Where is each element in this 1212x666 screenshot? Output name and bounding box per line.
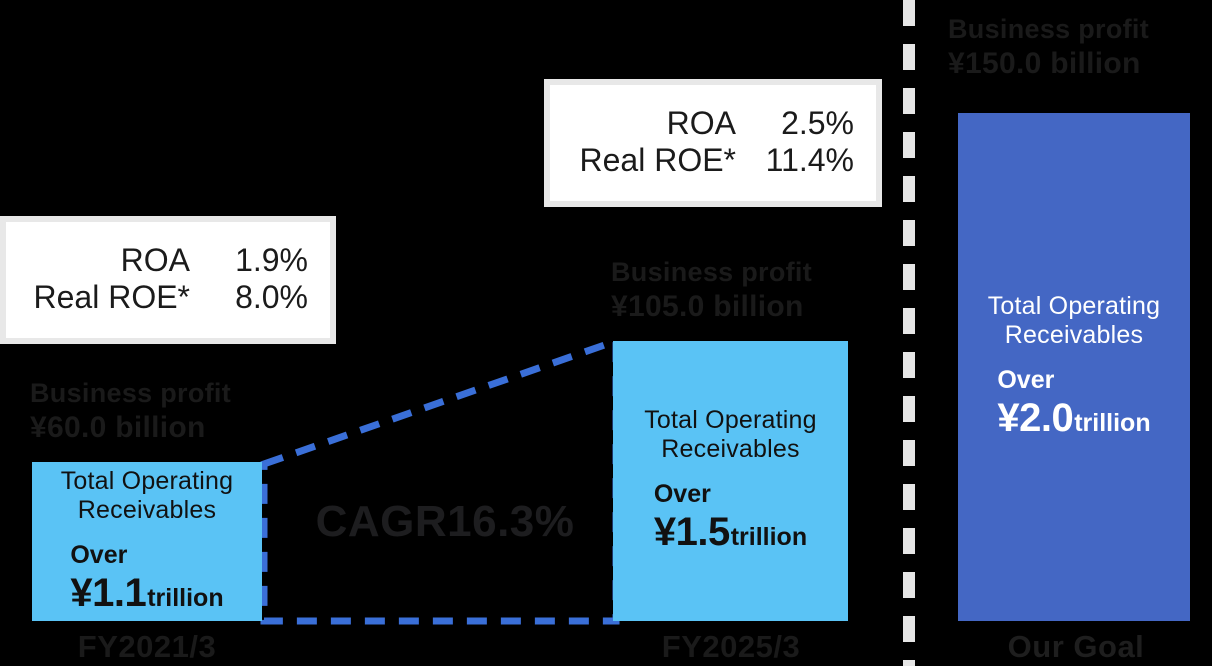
section-divider xyxy=(903,0,915,666)
bar-amount-group: ¥1.5 trillion xyxy=(654,509,807,555)
kpi-label-roa: ROA xyxy=(666,105,736,141)
kpi-label-roa: ROA xyxy=(120,242,190,278)
business-profit-amount: ¥105.0 billion xyxy=(611,289,804,323)
bar-goal[interactable]: Total Operating Receivables Over ¥2.0 tr… xyxy=(958,113,1190,621)
kpi-row: ROA 1.9% xyxy=(24,242,308,279)
x-axis-label-goal: Our Goal xyxy=(1007,629,1145,664)
kpi-callout-fy2025: ROA 2.5% Real ROE* 11.4% xyxy=(544,79,882,207)
bar-over-label: Over xyxy=(70,540,128,569)
kpi-row: Real ROE* 8.0% xyxy=(24,279,309,316)
x-axis-label-fy2025: FY2025/3 xyxy=(661,629,801,664)
bar-over-label: Over xyxy=(653,480,711,509)
business-profit-title: Business profit xyxy=(948,14,1150,44)
bar-label-group: Total Operating Receivables Over ¥2.0 tr… xyxy=(988,292,1161,441)
bar-amount-value: ¥1.1 xyxy=(70,570,147,615)
bar-amount-group: ¥1.1 trillion xyxy=(70,570,223,616)
cagr-trend-shape xyxy=(260,336,620,625)
kpi-row: ROA 2.5% xyxy=(568,105,854,142)
kpi-value-roa: 1.9% xyxy=(235,242,308,278)
kpi-label-real-roe: Real ROE* xyxy=(33,279,191,315)
bar-fy2021[interactable]: Total Operating Receivables Over ¥1.1 tr… xyxy=(32,462,262,621)
business-profit-amount: ¥150.0 billion xyxy=(948,46,1141,80)
bar-label-group: Total Operating Receivables Over ¥1.1 tr… xyxy=(61,467,234,616)
bar-over-label: Over xyxy=(997,366,1055,395)
bar-amount-unit: trillion xyxy=(147,583,224,612)
kpi-label-real-roe: Real ROE* xyxy=(579,142,737,178)
bar-amount-value: ¥1.5 xyxy=(653,510,730,555)
bar-amount-value: ¥2.0 xyxy=(997,396,1074,441)
kpi-callout-fy2021: ROA 1.9% Real ROE* 8.0% xyxy=(0,216,336,344)
business-profit-title: Business profit xyxy=(30,378,232,408)
business-profit-amount: ¥60.0 billion xyxy=(30,410,206,444)
kpi-value-real-roe: 11.4% xyxy=(765,142,854,178)
bar-receivables-line2: Receivables xyxy=(1004,321,1144,350)
bar-amount-unit: trillion xyxy=(1074,409,1151,438)
business-profit-goal: Business profit ¥150.0 billion xyxy=(948,14,1212,81)
bar-receivables-line1: Total Operating xyxy=(60,466,234,495)
bar-fy2025[interactable]: Total Operating Receivables Over ¥1.5 tr… xyxy=(613,341,848,621)
cagr-label: CAGR16.3% xyxy=(315,497,575,546)
x-axis-label-fy2021: FY2021/3 xyxy=(77,629,217,664)
bar-receivables-line2: Receivables xyxy=(77,495,217,524)
kpi-value-roa: 2.5% xyxy=(781,105,854,141)
kpi-row: Real ROE* 11.4% xyxy=(568,142,855,179)
bar-amount-unit: trillion xyxy=(730,523,808,552)
bar-receivables-line1: Total Operating xyxy=(644,406,817,435)
bar-receivables-line1: Total Operating xyxy=(987,292,1161,321)
business-profit-fy2025: Business profit ¥105.0 billion xyxy=(611,257,873,324)
business-profit-title: Business profit xyxy=(611,257,813,287)
bar-amount-group: ¥2.0 trillion xyxy=(997,395,1150,441)
kpi-value-real-roe: 8.0% xyxy=(235,279,308,315)
bar-receivables-line2: Receivables xyxy=(661,435,800,464)
business-profit-fy2021: Business profit ¥60.0 billion xyxy=(30,378,292,445)
bar-label-group: Total Operating Receivables Over ¥1.5 tr… xyxy=(644,406,817,555)
